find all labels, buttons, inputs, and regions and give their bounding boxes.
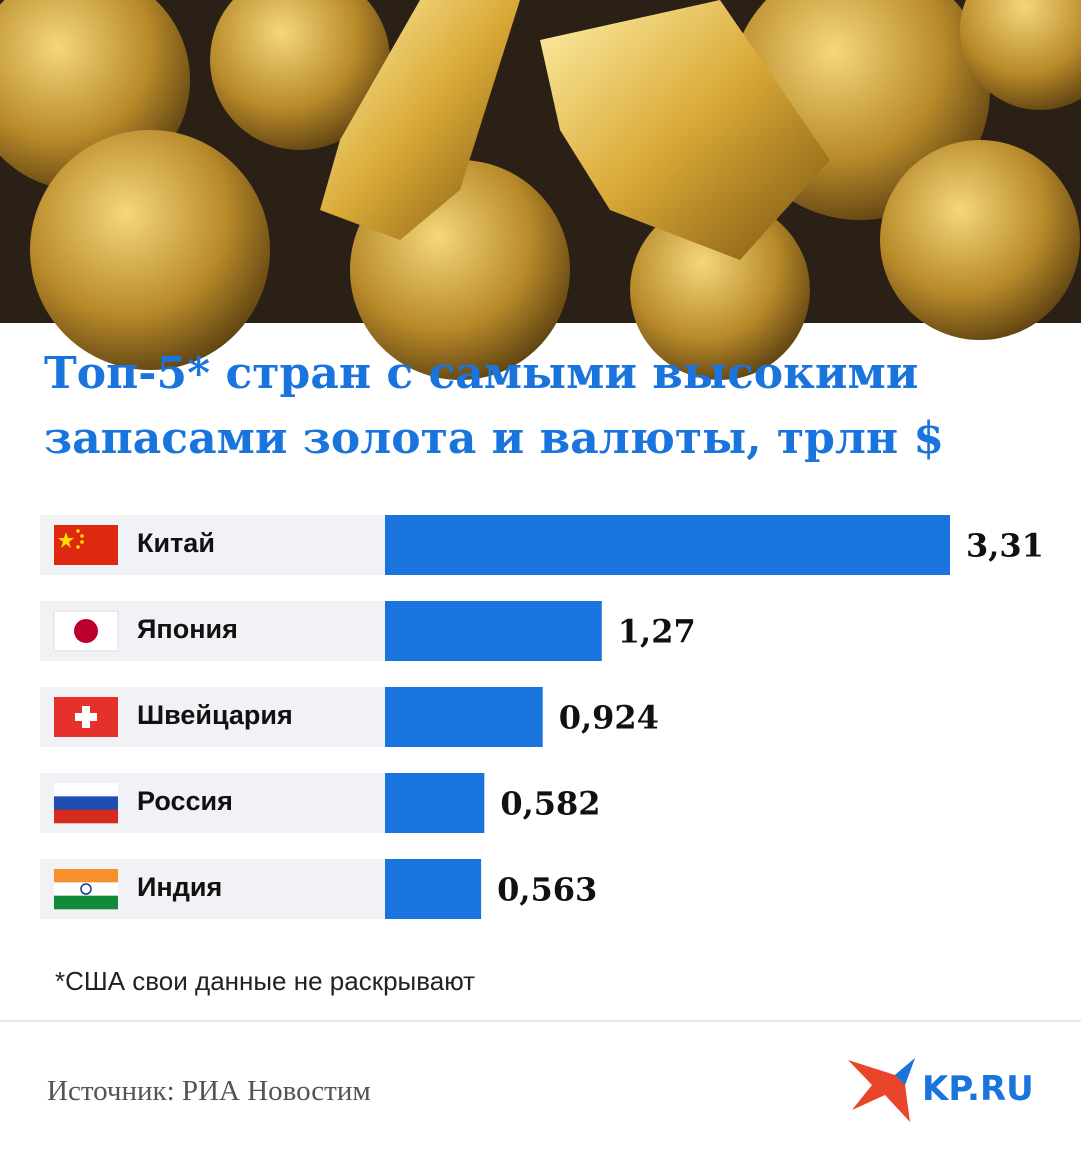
- flag: [54, 783, 118, 824]
- flag-stripe: [54, 869, 118, 883]
- flag-star: [76, 545, 80, 549]
- bar: [385, 859, 482, 919]
- category-label: Швейцария: [137, 700, 293, 730]
- flag: [54, 869, 118, 910]
- logo: KP.RU: [848, 1058, 1034, 1122]
- flag-star: [80, 540, 84, 544]
- value-label: 1,27: [618, 613, 696, 651]
- value-label: 0,924: [559, 699, 659, 737]
- logo-text: KP.RU: [922, 1069, 1034, 1109]
- value-label: 0,563: [497, 871, 597, 909]
- flag-stripe: [54, 796, 118, 810]
- category-label: Китай: [137, 528, 215, 558]
- bar: [385, 515, 950, 575]
- category-label: Япония: [137, 614, 238, 644]
- flag: [54, 697, 118, 737]
- value-label: 3,31: [966, 527, 1044, 565]
- flag-stripe: [54, 783, 118, 797]
- flag-stripe: [54, 882, 118, 896]
- category-label: Индия: [137, 872, 222, 902]
- photo: [0, 0, 1081, 380]
- flag-stripe: [54, 895, 118, 910]
- chart-title: Топ-5* стран с самыми высокими: [44, 348, 918, 399]
- flag-disc: [74, 619, 98, 643]
- chart-title: запасами золота и валюты, трлн $: [44, 413, 944, 464]
- flag-cross: [75, 713, 97, 721]
- flag-star: [58, 532, 74, 548]
- flag-wheel: [80, 883, 92, 895]
- bars: Китай 3,31 Япония 1,27 Швейцария 0,924 Россия 0…: [40, 515, 1044, 919]
- bar: [385, 601, 602, 661]
- source: Источник: РИА Новостим: [47, 1075, 371, 1107]
- bar: [385, 687, 543, 747]
- value-label: 0,582: [500, 785, 600, 823]
- footnote: *США свои данные не раскрывают: [55, 966, 475, 996]
- bar: [385, 773, 485, 833]
- flag-star: [76, 529, 80, 533]
- flag-stripe: [54, 809, 118, 824]
- category-label: Россия: [137, 786, 233, 816]
- flag: [54, 525, 118, 565]
- flag-star: [80, 534, 84, 538]
- flag: [53, 610, 119, 652]
